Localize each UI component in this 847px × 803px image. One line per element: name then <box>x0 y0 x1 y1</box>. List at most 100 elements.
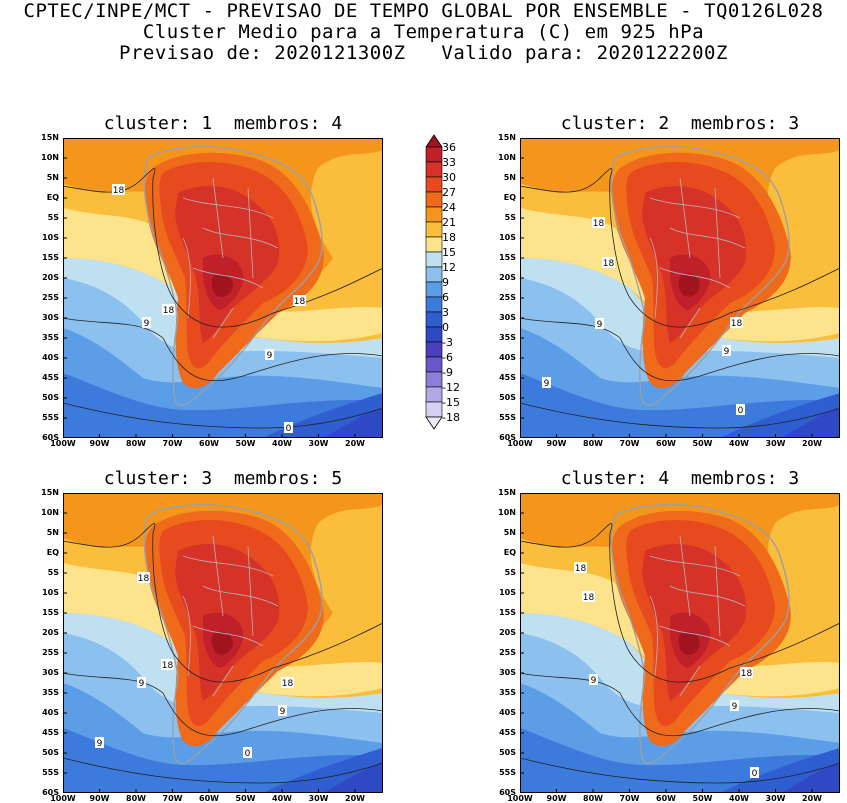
temperature-band <box>780 408 840 438</box>
longitude-label: 20W <box>345 794 365 803</box>
longitude-label: 90W <box>89 794 110 803</box>
political-boundary <box>182 197 274 219</box>
latitude-label: 15N <box>41 488 59 497</box>
latitude-label: 35S <box>499 333 516 342</box>
latitude-label: 55S <box>499 768 516 777</box>
contour-line <box>520 402 840 429</box>
svg-text:9: 9 <box>144 319 150 329</box>
colorbar-swatch <box>425 236 443 253</box>
colorbar-swatch <box>425 176 443 193</box>
svg-text:9: 9 <box>591 676 597 686</box>
longitude-label: 60W <box>656 439 676 448</box>
contour-label: 18 <box>112 184 125 196</box>
latitude-label: 25S <box>42 648 59 657</box>
colorbar-label: -18 <box>442 411 460 424</box>
map-svg: 18 18 18 9 9 0 <box>63 138 383 438</box>
colorbar-label: 9 <box>442 276 449 289</box>
contour-line <box>520 757 840 784</box>
colorbar-label: 15 <box>442 246 456 259</box>
contour-label: 9 <box>730 700 739 712</box>
political-boundary <box>669 585 746 607</box>
contour-line <box>520 523 840 683</box>
longitude-label: 100W <box>507 439 533 448</box>
contour-line <box>520 168 840 328</box>
longitude-label: 90W <box>546 439 567 448</box>
latitude-label: 55S <box>499 413 516 422</box>
colorbar-label: 18 <box>442 231 456 244</box>
contour-line <box>63 523 383 683</box>
political-boundary <box>659 267 731 289</box>
panel-1-title: cluster: 1 membros: 4 <box>103 113 343 134</box>
contour-line <box>63 317 383 382</box>
political-boundary <box>182 555 274 577</box>
latitude-label: 40S <box>499 708 516 717</box>
latitude-label: 50S <box>42 393 59 402</box>
political-boundary <box>679 177 691 259</box>
contour-label: 9 <box>542 377 551 389</box>
temperature-band <box>520 563 840 697</box>
colorbar-label: 27 <box>442 186 456 199</box>
map-panel-cluster-1: 18 18 18 9 9 0 <box>63 138 383 438</box>
contour-label: 9 <box>722 345 731 357</box>
longitude-label: 100W <box>50 439 76 448</box>
colorbar-label: -3 <box>442 336 453 349</box>
contour-label: 18 <box>602 257 615 269</box>
colorbar-swatch <box>425 296 443 313</box>
political-boundary <box>202 227 279 249</box>
latitude-label: 50S <box>42 748 59 757</box>
svg-text:0: 0 <box>245 749 251 759</box>
latitude-label: 10N <box>41 153 59 162</box>
longitude-label: 40W <box>729 439 749 448</box>
contour-label: 18 <box>281 677 294 689</box>
latitude-label: 60S <box>499 788 516 797</box>
political-boundary <box>192 267 264 289</box>
longitude-label: 40W <box>272 794 292 803</box>
contour-label: 18 <box>582 591 595 603</box>
longitude-label: 70W <box>162 439 183 448</box>
contour-label: 9 <box>278 705 287 717</box>
latitude-label: 20S <box>499 273 516 282</box>
latitude-label: 5N <box>503 528 516 537</box>
svg-text:9: 9 <box>724 347 730 357</box>
latitude-label: 45S <box>42 373 59 382</box>
latitude-label: 45S <box>42 728 59 737</box>
longitude-label: 100W <box>50 794 76 803</box>
longitude-label: 80W <box>126 439 146 448</box>
longitude-label: 80W <box>583 439 603 448</box>
map-panel-cluster-2: 18 18 18 9 9 9 0 <box>520 138 840 438</box>
latitude-label: 10N <box>498 153 516 162</box>
colorbar-label: 33 <box>442 156 456 169</box>
colorbar-label: 24 <box>442 201 456 214</box>
latitude-label: EQ <box>503 193 516 202</box>
header-title-line1: CPTEC/INPE/MCT - PREVISAO DE TEMPO GLOBA… <box>23 0 824 22</box>
contour-line <box>63 757 383 784</box>
latitude-label: 40S <box>42 708 59 717</box>
colorbar-swatch <box>425 266 443 283</box>
political-boundary <box>649 595 658 677</box>
svg-text:9: 9 <box>97 739 103 749</box>
longitude-label: 60W <box>199 439 219 448</box>
longitude-label: 90W <box>89 439 110 448</box>
longitude-label: 70W <box>619 439 640 448</box>
political-boundary <box>679 307 701 339</box>
colorbar-swatch <box>425 161 443 178</box>
political-boundary <box>714 187 721 279</box>
political-boundary <box>649 197 741 219</box>
latitude-label: 20S <box>42 628 59 637</box>
colorbar-arrow-bottom <box>425 416 443 430</box>
temperature-band <box>323 408 383 438</box>
latitude-label: 30S <box>42 668 59 677</box>
temperature-band <box>520 208 840 342</box>
latitude-label: 25S <box>499 293 516 302</box>
colorbar-swatch <box>425 281 443 298</box>
longitude-label: 70W <box>619 794 640 803</box>
political-boundary <box>679 665 701 697</box>
colorbar-label: 36 <box>442 141 456 154</box>
land-heat-band <box>211 273 233 297</box>
latitude-label: 30S <box>499 313 516 322</box>
svg-text:0: 0 <box>286 424 292 434</box>
colorbar-swatch <box>425 221 443 238</box>
longitude-label: 60W <box>199 794 219 803</box>
colorbar-swatch <box>425 206 443 223</box>
temperature-band <box>63 208 383 342</box>
